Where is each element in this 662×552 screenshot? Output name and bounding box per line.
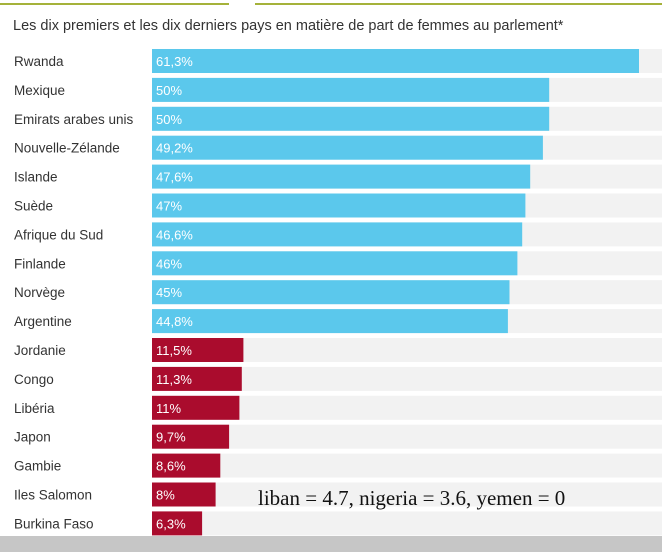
category-label: Libéria <box>14 401 55 416</box>
bar-row: Argentine 44,8% <box>14 309 662 334</box>
chart-title: Les dix premiers et les dix derniers pay… <box>13 18 564 34</box>
bar <box>152 164 531 189</box>
value-label: 50% <box>156 112 182 127</box>
value-label: 11,5% <box>156 343 192 358</box>
category-label: Norvège <box>14 285 65 300</box>
value-label: 11,3% <box>156 372 192 387</box>
category-label: Gambie <box>14 459 61 474</box>
bar-row: Nouvelle-Zélande 49,2% <box>14 135 662 160</box>
category-label: Japon <box>14 430 51 445</box>
bar-row: Congo 11,3% <box>14 366 662 391</box>
category-label: Afrique du Sud <box>14 227 103 242</box>
bar <box>152 395 240 420</box>
value-label: 47% <box>156 199 182 214</box>
value-label: 9,7% <box>156 430 186 445</box>
bar <box>152 366 242 391</box>
value-label: 8,6% <box>156 459 186 474</box>
bar <box>152 251 518 276</box>
bar <box>152 424 230 449</box>
category-label: Islande <box>14 170 58 185</box>
value-label: 46% <box>156 256 182 271</box>
bar-row: Libéria 11% <box>14 395 662 420</box>
bar-track <box>152 453 662 478</box>
bar-row: Mexique 50% <box>14 77 662 102</box>
value-label: 45% <box>156 285 182 300</box>
top-rule-left <box>0 3 229 5</box>
bar <box>152 453 221 478</box>
category-label: Iles Salomon <box>14 488 92 503</box>
bar-row: Islande 47,6% <box>14 164 662 189</box>
bar-row: Emirats arabes unis 50% <box>14 106 662 131</box>
footer-band <box>0 536 662 552</box>
bar-track <box>152 424 662 449</box>
bar <box>152 482 216 507</box>
bar-row: Finlande 46% <box>14 251 662 276</box>
bar <box>152 222 523 247</box>
bar <box>152 280 510 305</box>
bar <box>152 309 508 334</box>
bar <box>152 193 526 218</box>
category-label: Finlande <box>14 256 66 271</box>
annotation-text: liban = 4.7, nigeria = 3.6, yemen = 0 <box>258 486 566 510</box>
value-label: 6,3% <box>156 516 186 531</box>
value-label: 61,3% <box>156 54 193 69</box>
value-label: 50% <box>156 83 182 98</box>
value-label: 11% <box>156 401 181 416</box>
bar <box>152 135 543 160</box>
value-label: 49,2% <box>156 141 193 156</box>
bar <box>152 77 550 102</box>
category-label: Congo <box>14 372 54 387</box>
category-label: Nouvelle-Zélande <box>14 141 120 156</box>
bar <box>152 511 203 536</box>
category-label: Mexique <box>14 83 65 98</box>
category-label: Argentine <box>14 314 72 329</box>
bar <box>152 49 639 73</box>
bar-row: Iles Salomon 8% <box>14 482 662 507</box>
bar <box>152 338 244 362</box>
category-label: Suède <box>14 199 53 214</box>
category-label: Rwanda <box>14 54 64 69</box>
bar-row: Norvège 45% <box>14 280 662 305</box>
bar-row: Gambie 8,6% <box>14 453 662 478</box>
top-rule-right <box>255 3 662 5</box>
bar-track <box>152 482 662 507</box>
category-label: Burkina Faso <box>14 516 94 531</box>
value-label: 46,6% <box>156 227 193 242</box>
bar-row: Burkina Faso 6,3% <box>14 511 662 536</box>
bar <box>152 106 550 131</box>
bar-track <box>152 511 662 536</box>
value-label: 8% <box>156 488 175 503</box>
category-label: Jordanie <box>14 343 66 358</box>
value-label: 47,6% <box>156 170 193 185</box>
value-label: 44,8% <box>156 314 193 329</box>
category-label: Emirats arabes unis <box>14 112 134 127</box>
bar-row: Rwanda 61,3% <box>14 49 662 73</box>
bar-row: Jordanie 11,5% <box>14 338 662 362</box>
bar-row: Suède 47% <box>14 193 662 218</box>
bar-row: Japon 9,7% <box>14 424 662 449</box>
bar-row: Afrique du Sud 46,6% <box>14 222 662 247</box>
